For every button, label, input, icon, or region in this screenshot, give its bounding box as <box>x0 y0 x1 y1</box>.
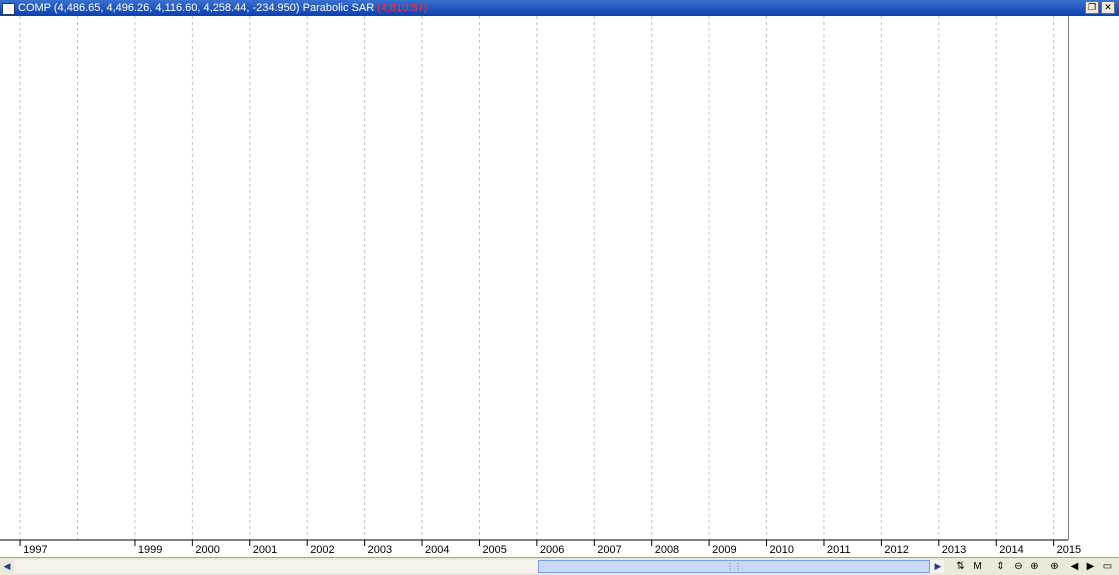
title-text: COMP (4,486.65, 4,496.26, 4,116.60, 4,25… <box>18 0 427 16</box>
symbol-label: COMP <box>18 2 51 14</box>
x-tick-label: 2007 <box>597 544 621 556</box>
x-axis: 1997 1999 2000 2001 2002 2003 2004 2005 2006 2007… <box>0 539 1081 556</box>
scroll-forward-icon[interactable]: ▶ <box>1086 561 1095 572</box>
chart-window-icon <box>2 3 15 15</box>
x-tick-label: 2000 <box>195 544 219 556</box>
x-tick-label: 2011 <box>827 544 851 556</box>
month-button[interactable]: M <box>973 561 982 572</box>
indicator-label: Parabolic SAR <box>302 2 375 14</box>
scrollbar-thumb[interactable]: ⋮⋮ <box>538 560 930 573</box>
scroll-left-icon[interactable]: ◀ <box>3 561 11 571</box>
x-tick-label: 2004 <box>425 544 449 556</box>
full-view-icon[interactable]: ▭ <box>1102 561 1113 572</box>
scroll-back-icon[interactable]: ◀ <box>1070 561 1079 572</box>
pan-icon[interactable]: ⇕ <box>996 561 1005 572</box>
zoom-in-icon[interactable]: ⊕ <box>1030 561 1039 572</box>
x-tick-label: 2006 <box>540 544 564 556</box>
ohlc-label: (4,486.65, 4,496.26, 4,116.60, 4,258.44,… <box>53 2 300 14</box>
x-tick-label: 2015 <box>1057 544 1081 556</box>
indicator-value: (4,610.57) <box>377 2 428 14</box>
x-tick-label: 2010 <box>770 544 794 556</box>
x-tick-label: 2013 <box>942 544 966 556</box>
x-tick-label: 2014 <box>999 544 1023 556</box>
x-tick-label: 1997 <box>23 544 47 556</box>
price-chart[interactable]: 1000150020002500300035004000450050005500… <box>0 16 1119 557</box>
x-tick-label: 2002 <box>310 544 334 556</box>
x-tick-label: 2003 <box>368 544 392 556</box>
zoom-out-icon[interactable]: ⊖ <box>1014 561 1023 572</box>
zoom-fit-icon[interactable]: ⊕ <box>1050 561 1059 572</box>
cursor-icon[interactable]: ⇅ <box>956 561 965 572</box>
restore-button[interactable]: ❐ <box>1085 1 1099 14</box>
x-tick-label: 2001 <box>253 544 277 556</box>
scroll-right-icon[interactable]: ▶ <box>934 561 942 571</box>
grid-lines <box>19 16 1055 540</box>
x-tick-label: 1999 <box>138 544 162 556</box>
x-tick-label: 2012 <box>884 544 908 556</box>
x-tick-label: 2008 <box>655 544 679 556</box>
x-tick-label: 2009 <box>712 544 736 556</box>
x-tick-label: 2005 <box>482 544 506 556</box>
chart-title-bar: COMP (4,486.65, 4,496.26, 4,116.60, 4,25… <box>0 0 1119 16</box>
close-button[interactable]: ✕ <box>1101 1 1115 14</box>
bottom-toolbar: ◀ ⋮⋮ ▶ ⇅ M ⇕ ⊖ ⊕ ⊕ ◀ ▶ ▭ <box>0 557 1119 575</box>
axis-separator <box>1068 16 1069 540</box>
